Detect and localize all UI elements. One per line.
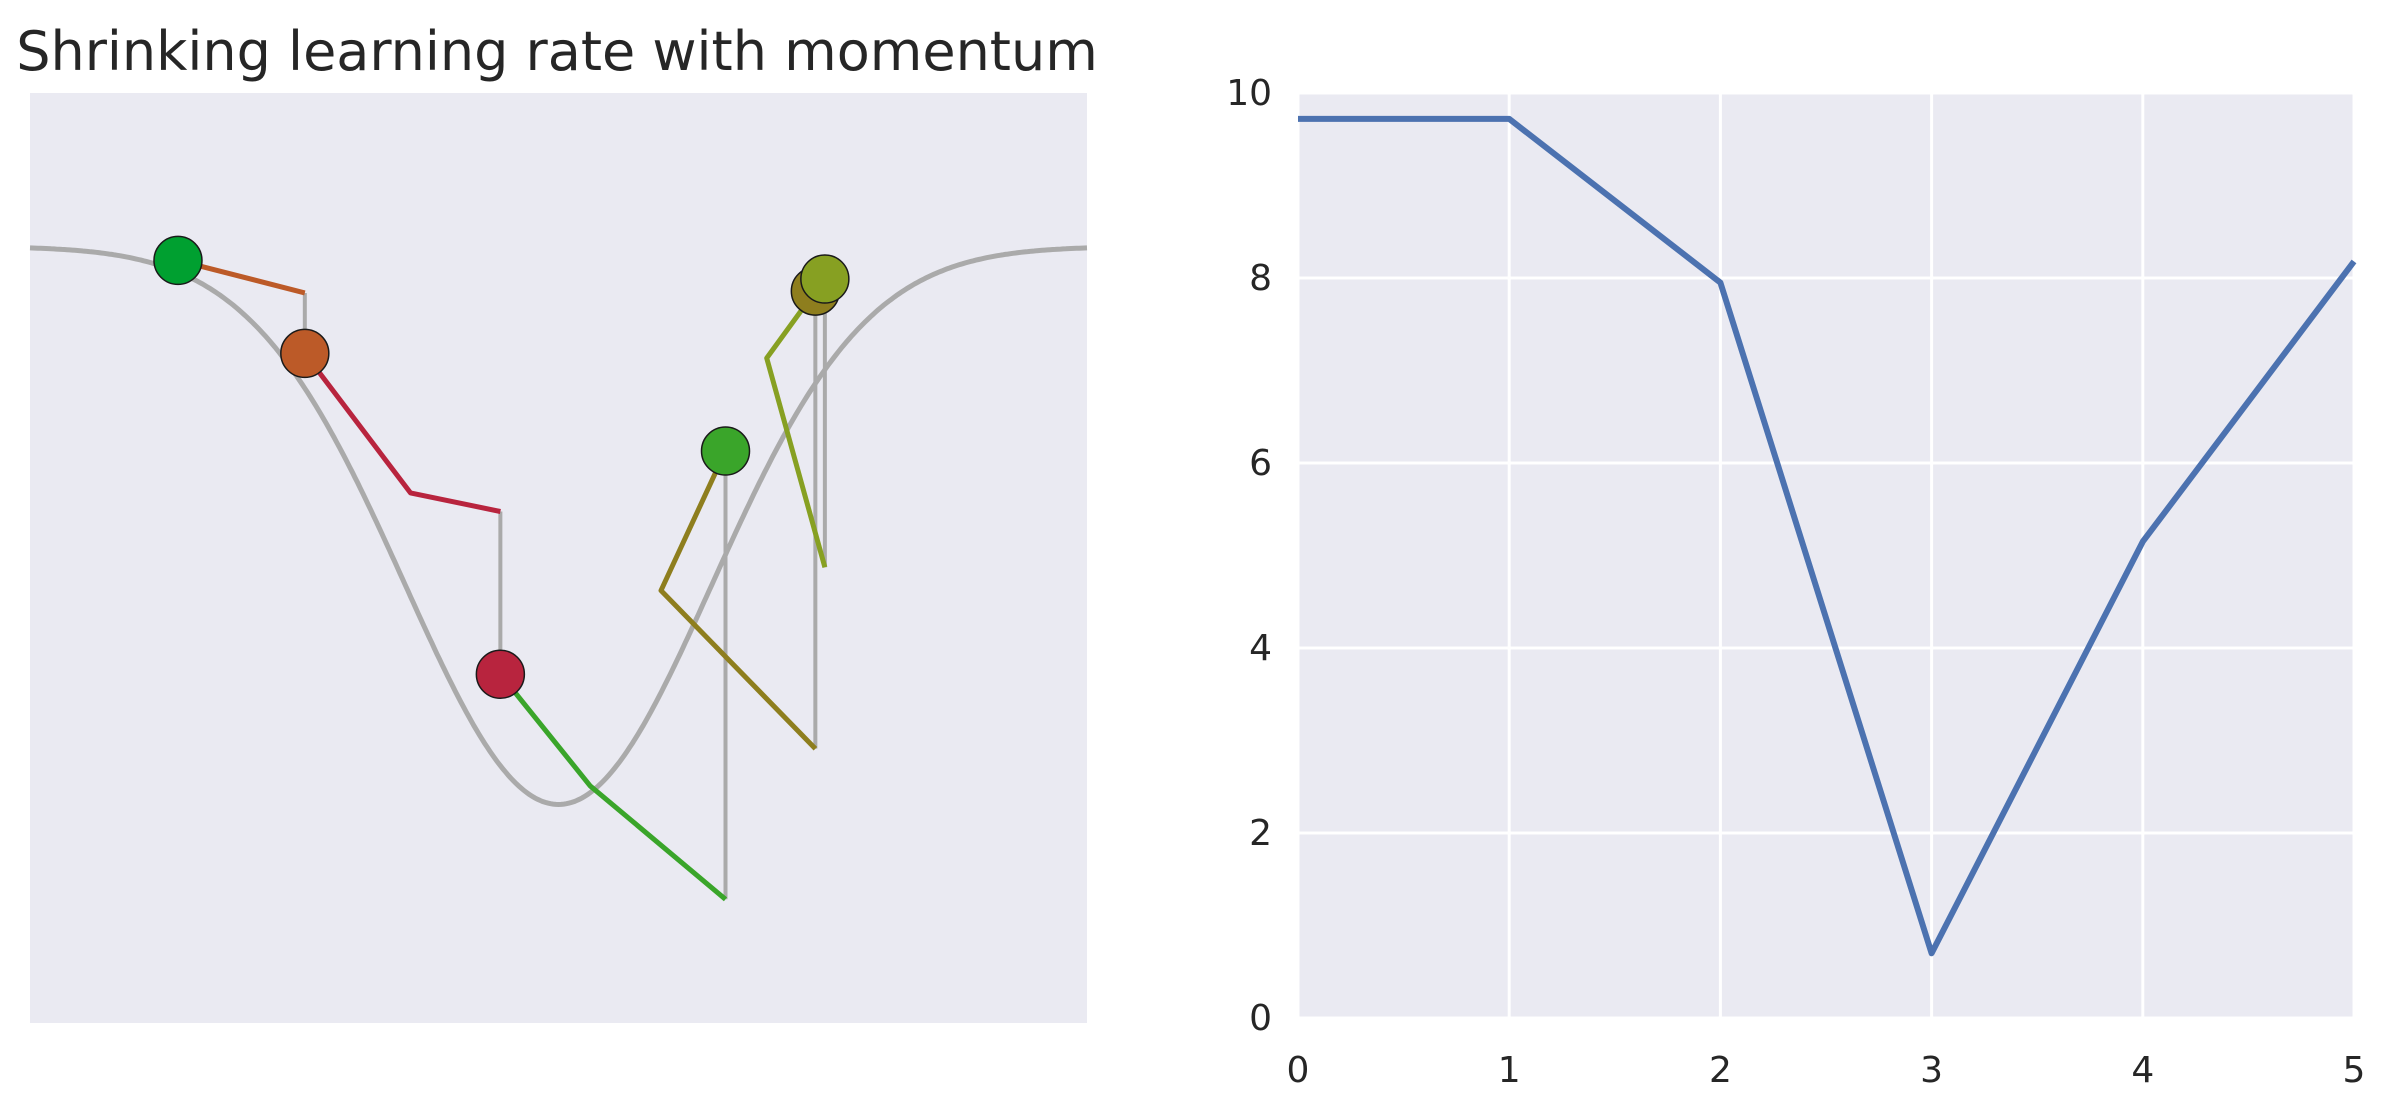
step-marker-5 bbox=[800, 254, 850, 304]
step-marker-2 bbox=[475, 649, 526, 699]
x-tick-label-2: 2 bbox=[1709, 1050, 1732, 1091]
left-chart: Shrinking learning rate with momentum bbox=[16, 20, 1098, 1023]
y-tick-label-6: 6 bbox=[1249, 443, 1272, 484]
right-plot-area bbox=[1298, 93, 2354, 1018]
left-plot-area bbox=[30, 93, 1087, 1023]
momentum-segment-4 bbox=[764, 289, 828, 568]
step-marker-1 bbox=[280, 328, 330, 379]
x-tick-label-3: 3 bbox=[1920, 1050, 1943, 1091]
momentum-segment-2 bbox=[498, 672, 728, 902]
momentum-segment-3 bbox=[658, 450, 818, 751]
x-tick-label-5: 5 bbox=[2343, 1050, 2366, 1091]
x-tick-label-4: 4 bbox=[2131, 1050, 2154, 1091]
momentum-segment-1 bbox=[302, 351, 501, 514]
step-marker-0 bbox=[153, 235, 203, 286]
y-tick-label-8: 8 bbox=[1249, 258, 1272, 299]
step-marker-3 bbox=[700, 426, 751, 476]
chart-title: Shrinking learning rate with momentum bbox=[16, 20, 1098, 83]
x-tick-label-1: 1 bbox=[1498, 1050, 1521, 1091]
y-tick-label-10: 10 bbox=[1226, 73, 1272, 114]
y-tick-label-0: 0 bbox=[1249, 998, 1272, 1039]
x-tick-label-0: 0 bbox=[1287, 1050, 1310, 1091]
right-chart: 0 2 4 6 8 10 0 1 2 3 4 5 bbox=[1226, 73, 2365, 1091]
y-tick-label-2: 2 bbox=[1249, 813, 1272, 854]
series-line-0 bbox=[1298, 115, 2357, 957]
loss-curve bbox=[29, 245, 1088, 808]
y-tick-label-4: 4 bbox=[1249, 628, 1272, 669]
